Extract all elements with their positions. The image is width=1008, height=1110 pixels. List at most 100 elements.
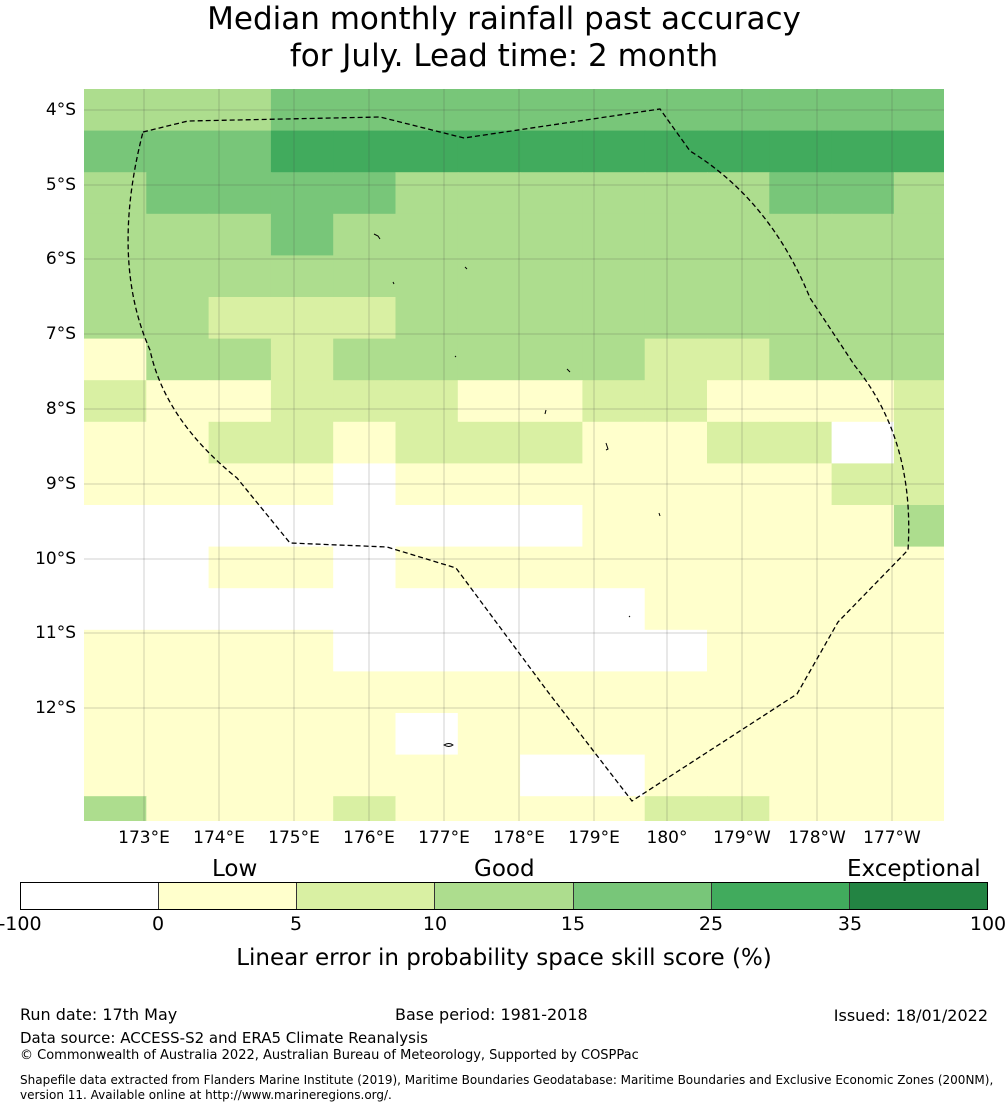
grid-cell: [270, 255, 334, 298]
grid-cell: [644, 338, 708, 381]
lon-label-176e: 176°E: [343, 828, 395, 848]
grid-cell: [769, 713, 833, 756]
grid-cell: [84, 588, 147, 631]
lat-label-4s: 4°S: [45, 100, 76, 120]
grid-cell: [520, 671, 583, 714]
grid-cell: [707, 297, 770, 340]
grid-cell: [208, 713, 272, 756]
grid-cell: [520, 172, 583, 215]
grid-cell: [520, 713, 583, 756]
grid-cell: [146, 213, 210, 256]
grid-cell: [333, 130, 397, 173]
lat-label-9s: 9°S: [45, 474, 76, 494]
grid-cell: [956, 214, 1008, 256]
lon-label-177e: 177°E: [418, 828, 470, 848]
grid-cell: [893, 713, 944, 756]
grid-cell: [582, 546, 646, 589]
grid-cell: [395, 754, 459, 797]
grid-cell: [208, 671, 272, 714]
colorbar-segment-5-10: [297, 883, 436, 909]
lon-label-174e: 174°E: [193, 828, 245, 848]
grid-cell: [520, 421, 583, 464]
grid-cell: [582, 588, 646, 631]
grid-cell: [208, 463, 272, 506]
grid-cell: [208, 588, 272, 631]
colorbar-tick: 35: [837, 913, 863, 935]
grid-cell: [707, 505, 770, 548]
grid-cell: [956, 422, 1008, 464]
grid-cell: [333, 255, 397, 298]
grid-cell: [333, 629, 397, 672]
grid-cell: [270, 380, 334, 423]
grid-cell: [395, 505, 459, 548]
grid-cell: [457, 338, 521, 381]
grid-cell: [146, 671, 210, 714]
grid-cell: [146, 463, 210, 506]
grid-cell: [84, 130, 147, 173]
grid-cell: [831, 130, 895, 173]
grid-cell: [707, 754, 770, 797]
grid-cell: [395, 255, 459, 298]
grid-cell: [831, 421, 895, 464]
grid-cell: [146, 380, 210, 423]
grid-cell: [769, 588, 833, 631]
grid-cell: [893, 588, 944, 631]
grid-cell: [582, 338, 646, 381]
grid-cell: [395, 421, 459, 464]
grid-cell: [582, 463, 646, 506]
grid-cell: [582, 421, 646, 464]
grid-cell: [582, 629, 646, 672]
grid-cell: [395, 629, 459, 672]
grid-cell: [333, 380, 397, 423]
grid-cell: [956, 755, 1008, 797]
grid-cell: [333, 713, 397, 756]
lon-label-175e: 175°E: [268, 828, 320, 848]
grid-cell: [270, 546, 334, 589]
grid-cell: [644, 505, 708, 548]
eez-boundary: [127, 108, 910, 802]
grid-cell: [707, 380, 770, 423]
grid-cell: [644, 130, 708, 173]
lon-label-177w: 177°W: [863, 828, 921, 848]
grid-cell: [457, 546, 521, 589]
grid-cell: [146, 754, 210, 797]
grid-cell: [146, 629, 210, 672]
grid-cell: [707, 213, 770, 256]
grid-cell: [582, 297, 646, 340]
colorbar-tick: 100: [969, 913, 1007, 935]
grid-cell: [270, 463, 334, 506]
grid-cell: [457, 172, 521, 215]
grid-cell: [707, 421, 770, 464]
grid-cell: [333, 546, 397, 589]
grid-cell: [84, 713, 147, 756]
grid-cell: [831, 505, 895, 548]
grid-cell: [333, 671, 397, 714]
grid-cell: [84, 754, 147, 797]
grid-cell: [457, 380, 521, 423]
grid-cell: [956, 380, 1008, 422]
grid-cell: [395, 588, 459, 631]
graticule: [84, 89, 944, 821]
grid-cell: [831, 671, 895, 714]
grid-cell: [457, 463, 521, 506]
grid-cell: [84, 213, 147, 256]
grid-cell: [956, 588, 1008, 630]
grid-cell: [644, 172, 708, 215]
grid-cell: [831, 588, 895, 631]
grid-cell: [146, 297, 210, 340]
grid-cell: [644, 297, 708, 340]
grid-cell: [208, 380, 272, 423]
grid-cell: [457, 671, 521, 714]
grid-cell: [893, 505, 944, 548]
chart-title-line1: Median monthly rainfall past accuracy: [207, 1, 801, 37]
grid-cell: [769, 546, 833, 589]
grid-cell: [956, 339, 1008, 381]
run-date: Run date: 17th May: [20, 1005, 178, 1024]
grid-cell: [457, 505, 521, 548]
grid-cell: [208, 338, 272, 381]
grid-cell: [395, 380, 459, 423]
grid-cell: [270, 796, 334, 821]
grid-cell: [707, 629, 770, 672]
grid-cell: [769, 629, 833, 672]
grid-cell: [893, 796, 944, 821]
